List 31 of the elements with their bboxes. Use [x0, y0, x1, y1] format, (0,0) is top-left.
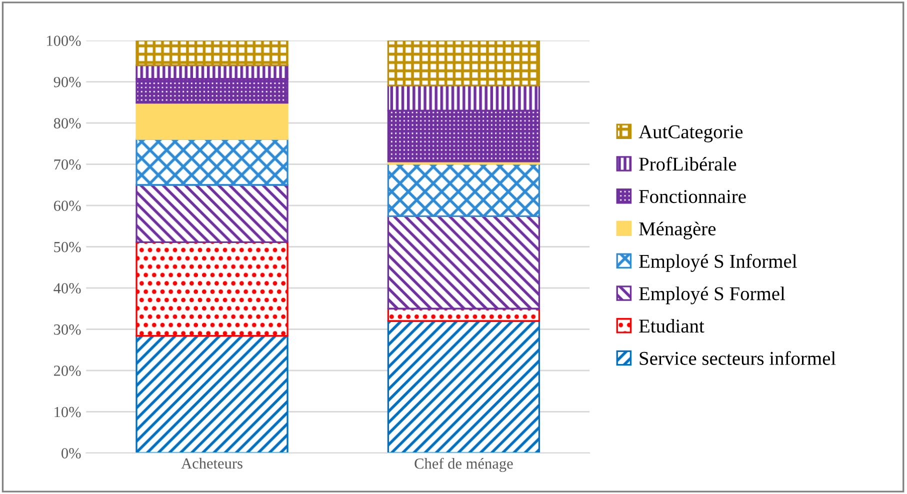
bar [136, 138, 288, 186]
bar [387, 320, 540, 453]
bar [387, 215, 540, 310]
bar [387, 163, 540, 218]
legend-label: ProfLibérale [639, 156, 736, 171]
bar [136, 184, 288, 244]
bar [387, 40, 540, 86]
y-tick-label: 40% [54, 283, 81, 294]
y-tick-label: 100% [47, 36, 81, 46]
bar [136, 241, 288, 337]
y-tick-label: 90% [54, 76, 81, 88]
y-tick-label: 80% [54, 118, 81, 129]
legend-label: Employé S Formel [639, 286, 786, 304]
y-tick-label: 60% [54, 200, 81, 212]
legend-label: Service secteurs informel [640, 351, 836, 366]
bar [136, 335, 288, 453]
y-tick-label: 50% [54, 242, 81, 252]
legend-label: Employé S Informel [639, 254, 797, 272]
y-tick-label: 20% [54, 366, 81, 376]
legend-label: Ménagère [639, 222, 716, 240]
y-tick-label: 30% [54, 324, 81, 335]
bar [136, 40, 288, 66]
x-tick-label: Acheteurs [181, 458, 242, 469]
x-tick-label: Chef de ménage [414, 458, 513, 472]
bar [136, 102, 288, 140]
y-tick-label: 10% [54, 406, 81, 418]
y-tick-label: 0% [62, 448, 81, 458]
legend-label: Fonctionnaire [639, 190, 746, 204]
legend-label: Etudiant [639, 318, 704, 333]
y-tick-label: 70% [54, 159, 81, 170]
legend-label: AutCategorie [638, 125, 743, 142]
